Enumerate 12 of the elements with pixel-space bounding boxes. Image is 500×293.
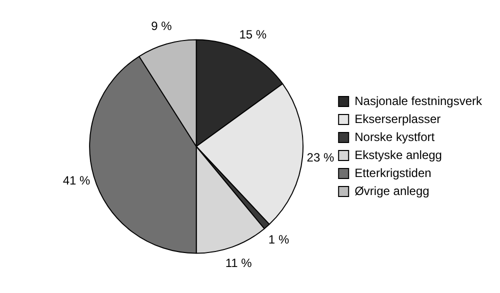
data-label: 1 % — [268, 232, 290, 246]
legend-label: Nasjonale festningsverk — [354, 94, 483, 108]
legend-label: Ekserserplasser — [354, 112, 441, 126]
legend-label: Ekstyske anlegg — [354, 148, 442, 162]
legend-label: Etterkrigstiden — [354, 166, 432, 180]
data-label: 23 % — [306, 150, 334, 165]
data-label: 9 % — [151, 19, 172, 34]
data-label: 15 % — [239, 28, 267, 42]
data-label: 41 % — [62, 174, 91, 188]
legend-label: Øvrige anlegg — [354, 184, 430, 198]
data-label: 11 % — [225, 256, 252, 270]
legend-label: Norske kystfort — [354, 130, 436, 144]
